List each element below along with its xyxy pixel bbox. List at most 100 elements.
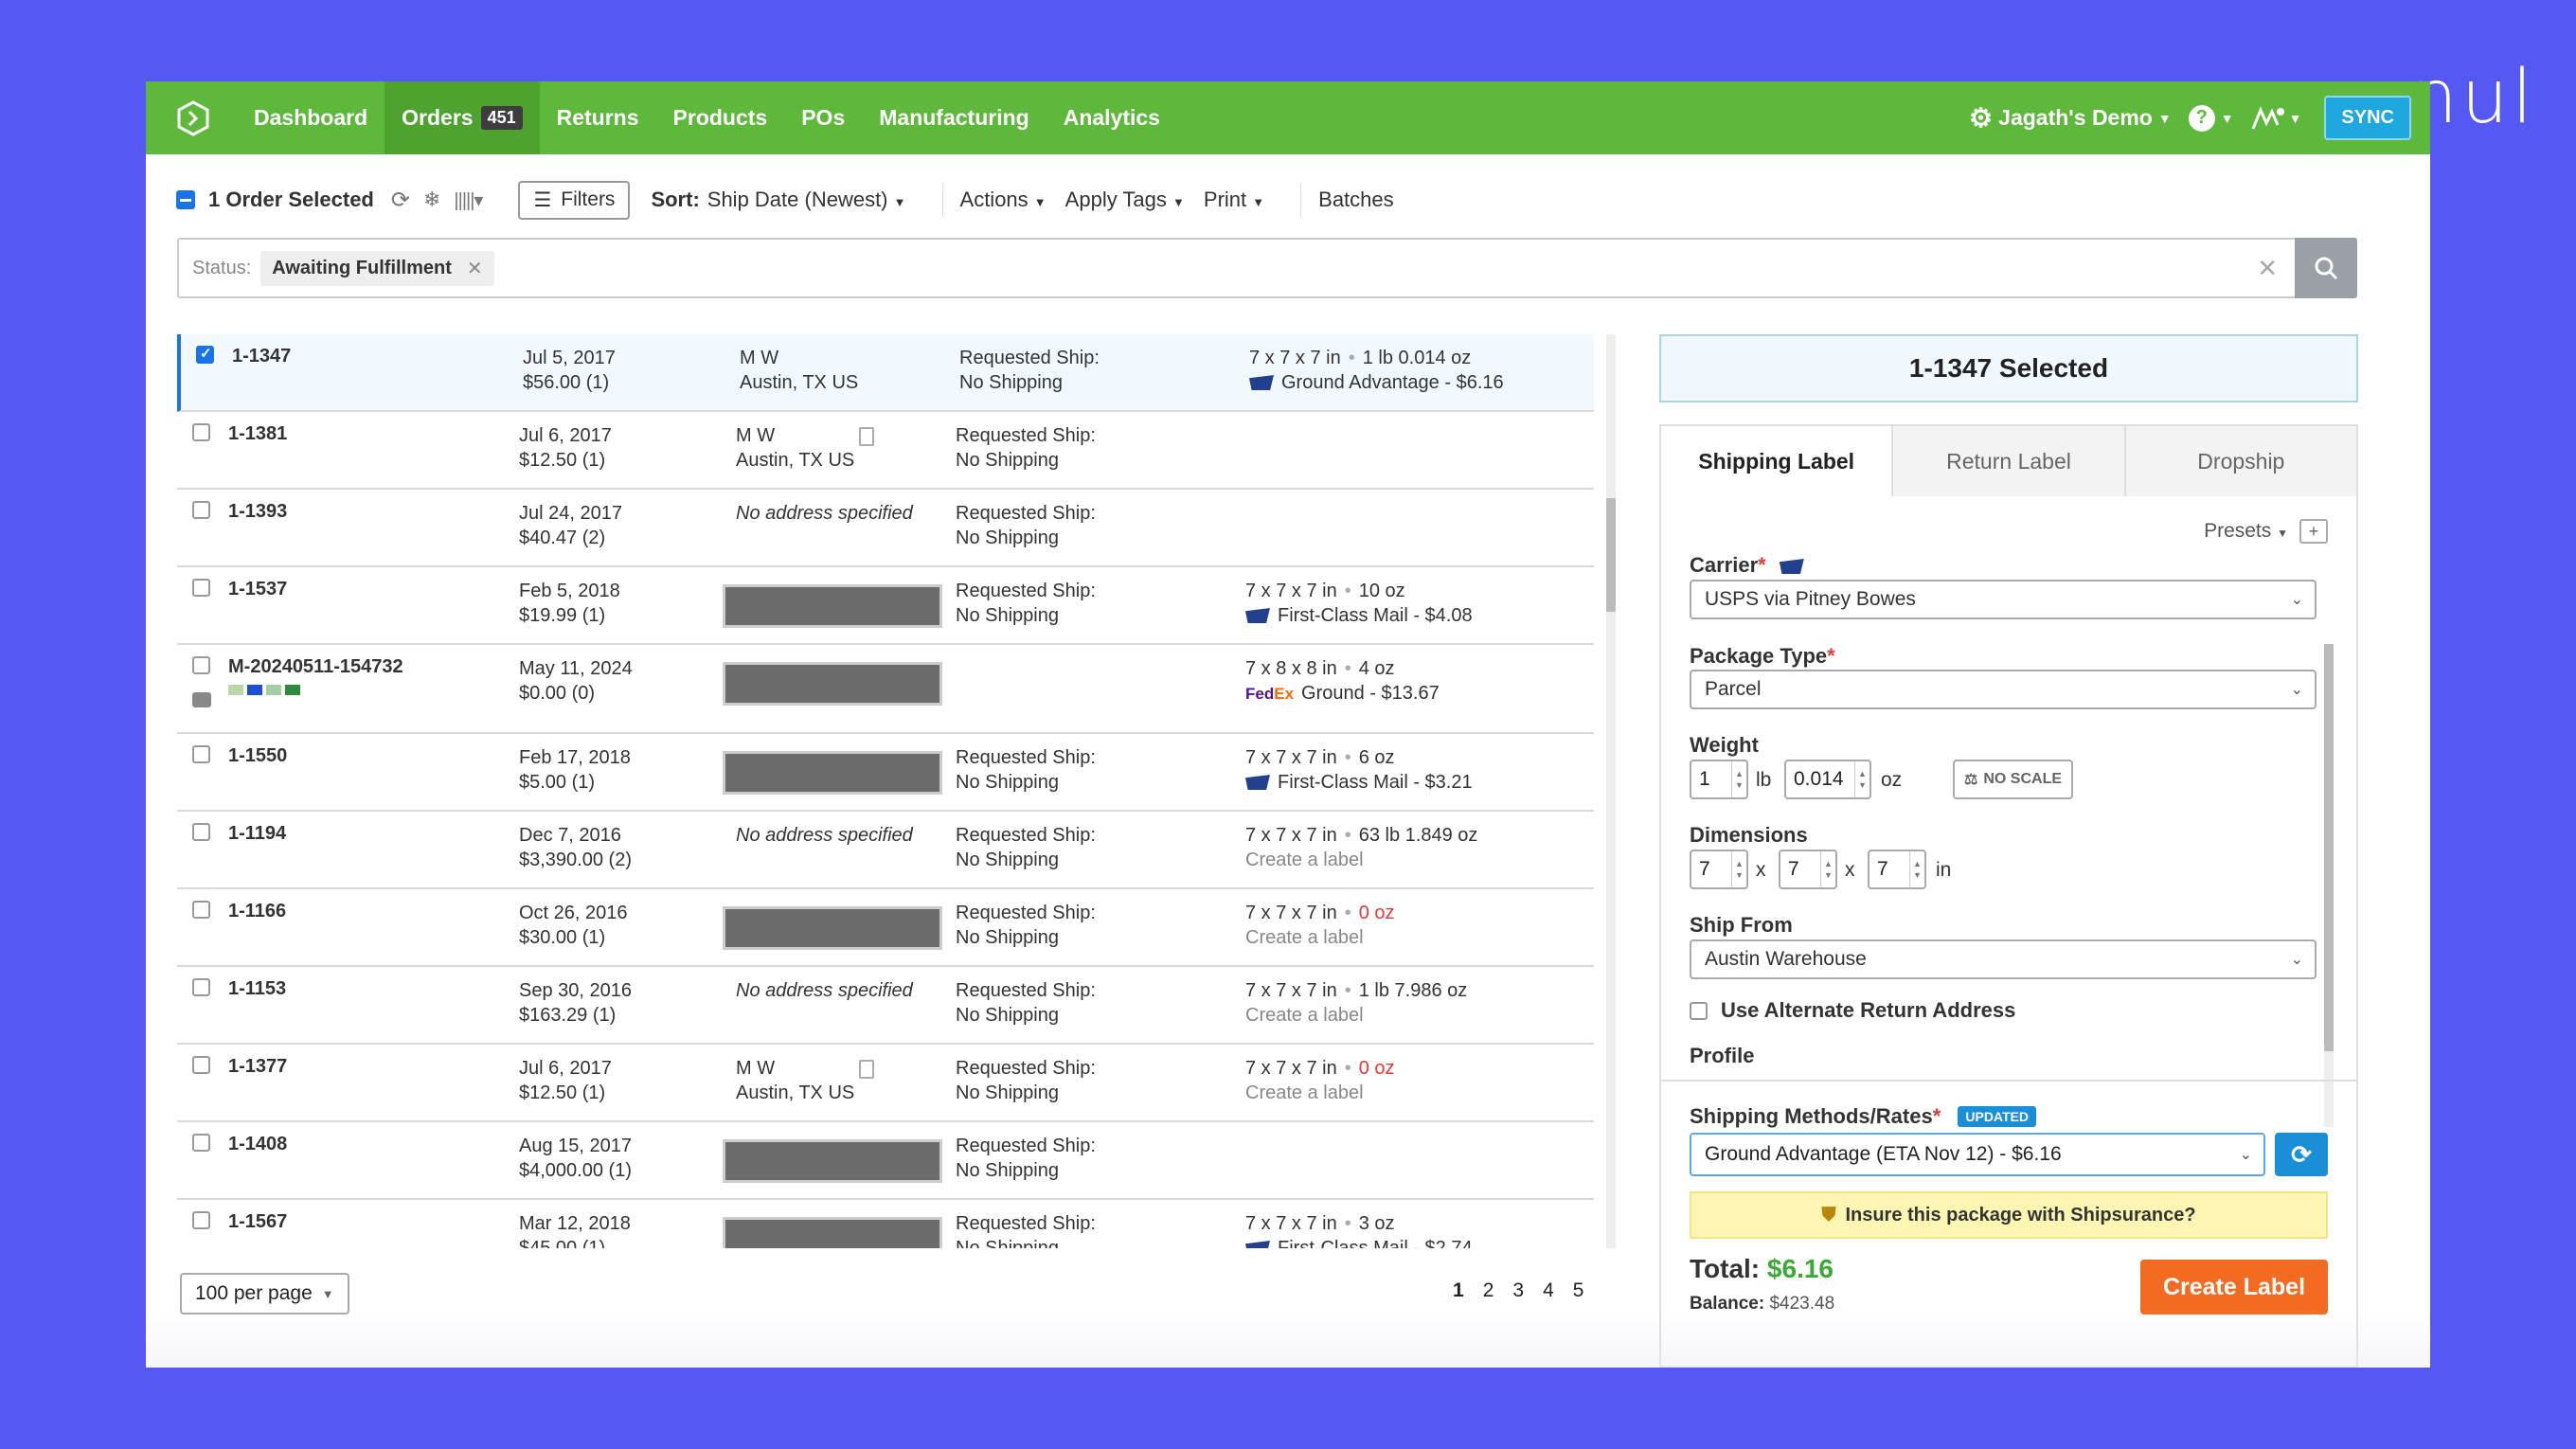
package-type-select[interactable]: Parcel ⌄ bbox=[1690, 670, 2317, 709]
order-id[interactable]: 1-1381 bbox=[228, 423, 288, 444]
row-checkbox[interactable] bbox=[192, 423, 210, 441]
clear-search-icon[interactable]: ✕ bbox=[2257, 253, 2278, 282]
order-id[interactable]: 1-1194 bbox=[228, 823, 287, 844]
nav-pos[interactable]: POs bbox=[801, 105, 846, 130]
create-label-link[interactable]: Create a label bbox=[1245, 850, 1364, 870]
create-label-link[interactable]: Create a label bbox=[1245, 1005, 1364, 1026]
order-search-bar[interactable]: Status: Awaiting Fulfillment ✕ ✕ bbox=[177, 238, 2357, 298]
note-icon[interactable] bbox=[859, 427, 874, 446]
order-row[interactable]: 1-1194 Dec 7, 2016 $3,390.00 (2) No addre… bbox=[177, 812, 1594, 889]
order-id[interactable]: M-20240511-154732 bbox=[228, 656, 403, 677]
barcode-icon[interactable]: |||||▾ bbox=[454, 189, 483, 211]
tab-return-label[interactable]: Return Label bbox=[1891, 426, 2124, 496]
batches-link[interactable]: Batches bbox=[1318, 188, 1394, 211]
help-menu[interactable]: ? ▼ bbox=[2188, 104, 2234, 132]
order-row[interactable]: 1-1377 Jul 6, 2017 $12.50 (1) M W Austin, … bbox=[177, 1045, 1594, 1122]
order-row[interactable]: 1-1153 Sep 30, 2016 $163.29 (1) No addres… bbox=[177, 967, 1594, 1045]
stepper-icon[interactable]: ▲ ▼ bbox=[1820, 851, 1835, 887]
nav-dashboard[interactable]: Dashboard bbox=[254, 105, 368, 130]
dim-width-input[interactable]: 7 ▲ ▼ bbox=[1779, 850, 1837, 889]
page-link[interactable]: 2 bbox=[1482, 1279, 1494, 1301]
row-checkbox[interactable] bbox=[192, 1211, 210, 1229]
stepper-icon[interactable]: ▲ ▼ bbox=[1909, 851, 1924, 887]
app-logo-icon[interactable] bbox=[174, 99, 212, 137]
order-row[interactable]: 1-1347 Jul 5, 2017 $56.00 (1) M W Austin, … bbox=[177, 334, 1594, 412]
create-label-link[interactable]: Create a label bbox=[1245, 1082, 1364, 1103]
row-checkbox[interactable] bbox=[196, 345, 214, 364]
per-page-select[interactable]: 100 per page ▼ bbox=[180, 1273, 349, 1315]
order-id[interactable]: 1-1377 bbox=[228, 1056, 288, 1077]
order-id[interactable]: 1-1567 bbox=[228, 1211, 288, 1232]
tab-dropship[interactable]: Dropship bbox=[2123, 426, 2356, 496]
row-checkbox[interactable] bbox=[192, 823, 210, 841]
create-label-link[interactable]: Create a label bbox=[1245, 927, 1364, 948]
order-id[interactable]: 1-1153 bbox=[228, 978, 287, 999]
carrier-select[interactable]: USPS via Pitney Bowes ⌄ bbox=[1690, 580, 2317, 619]
row-checkbox[interactable] bbox=[192, 978, 210, 996]
order-row[interactable]: 1-1537 Feb 5, 2018 $19.99 (1) Requested S… bbox=[177, 567, 1594, 645]
create-label-button[interactable]: Create Label bbox=[2140, 1260, 2328, 1315]
shipping-method-select[interactable]: Ground Advantage (ETA Nov 12) - $6.16 ⌄ bbox=[1690, 1133, 2265, 1176]
sort-dropdown[interactable]: Ship Date (Newest) ▼ bbox=[707, 188, 906, 212]
order-id[interactable]: 1-1166 bbox=[228, 901, 287, 921]
add-preset-button[interactable]: + bbox=[2299, 519, 2328, 544]
order-id[interactable]: 1-1550 bbox=[228, 745, 288, 766]
row-checkbox[interactable] bbox=[192, 1134, 210, 1152]
dim-height-input[interactable]: 7 ▲ ▼ bbox=[1868, 850, 1926, 889]
dim-length-input[interactable]: 7 ▲ ▼ bbox=[1690, 850, 1748, 889]
order-row[interactable]: 1-1550 Feb 17, 2018 $5.00 (1) Requested S… bbox=[177, 734, 1594, 812]
sync-button[interactable]: SYNC bbox=[2324, 96, 2411, 140]
ship-from-select[interactable]: Austin Warehouse ⌄ bbox=[1690, 939, 2317, 979]
order-row[interactable]: 1-1166 Oct 26, 2016 $30.00 (1) Requested … bbox=[177, 889, 1594, 967]
row-checkbox[interactable] bbox=[192, 901, 210, 919]
actions-dropdown[interactable]: Actions ▼ bbox=[960, 188, 1046, 212]
row-checkbox[interactable] bbox=[192, 745, 210, 763]
order-id[interactable]: 1-1537 bbox=[228, 579, 288, 599]
alt-return-checkbox[interactable] bbox=[1690, 1001, 1708, 1020]
row-checkbox[interactable] bbox=[192, 656, 210, 674]
nav-returns[interactable]: Returns bbox=[556, 105, 639, 130]
panel-scrollbar-thumb[interactable] bbox=[2324, 644, 2334, 1051]
refresh-icon[interactable]: ⟳ bbox=[390, 187, 410, 213]
orders-scrollbar-thumb[interactable] bbox=[1606, 498, 1616, 612]
refresh-rates-button[interactable]: ⟳ bbox=[2275, 1133, 2328, 1176]
account-menu[interactable]: ⚙ Jagath's Demo ▼ bbox=[1969, 102, 2172, 134]
note-icon[interactable] bbox=[859, 1060, 874, 1079]
weight-oz-input[interactable]: 0.014 ▲ ▼ bbox=[1784, 760, 1871, 799]
page-link[interactable]: 4 bbox=[1543, 1279, 1554, 1301]
remove-chip-icon[interactable]: ✕ bbox=[466, 258, 483, 279]
filters-button[interactable]: ☰ Filters bbox=[518, 180, 631, 220]
order-row[interactable]: 1-1381 Jul 6, 2017 $12.50 (1) M W Austin, … bbox=[177, 412, 1594, 490]
weight-lb-input[interactable]: 1 ▲ ▼ bbox=[1690, 760, 1748, 799]
apply-tags-dropdown[interactable]: Apply Tags ▼ bbox=[1065, 188, 1185, 212]
presets-dropdown[interactable]: Presets ▼ bbox=[2204, 520, 2288, 543]
row-checkbox[interactable] bbox=[192, 579, 210, 597]
page-link[interactable]: 5 bbox=[1572, 1279, 1584, 1301]
alt-return-option[interactable]: Use Alternate Return Address bbox=[1690, 998, 2015, 1023]
tab-shipping-label[interactable]: Shipping Label bbox=[1661, 426, 1892, 496]
stepper-icon[interactable]: ▲ ▼ bbox=[1854, 761, 1869, 797]
no-scale-button[interactable]: ⚖ NO SCALE bbox=[1953, 760, 2074, 799]
search-button[interactable] bbox=[2295, 238, 2357, 298]
select-all-checkbox[interactable] bbox=[176, 190, 195, 209]
stepper-icon[interactable]: ▲ ▼ bbox=[1731, 851, 1746, 887]
nav-manufacturing[interactable]: Manufacturing bbox=[879, 105, 1029, 130]
order-row[interactable]: 1-1567 Mar 12, 2018 $45.00 (1) Requested … bbox=[177, 1200, 1594, 1248]
shipsurance-banner[interactable]: ⛊ Insure this package with Shipsurance? bbox=[1690, 1191, 2328, 1239]
nav-products[interactable]: Products bbox=[672, 105, 768, 130]
snowflake-icon[interactable]: ❄ bbox=[422, 188, 441, 211]
row-checkbox[interactable] bbox=[192, 1056, 210, 1074]
page-link[interactable]: 1 bbox=[1453, 1279, 1464, 1301]
orders-scrollbar[interactable] bbox=[1606, 334, 1616, 1248]
nav-analytics[interactable]: Analytics bbox=[1063, 105, 1160, 130]
page-link[interactable]: 3 bbox=[1512, 1279, 1525, 1301]
row-checkbox[interactable] bbox=[192, 501, 210, 519]
order-id[interactable]: 1-1408 bbox=[228, 1134, 288, 1154]
print-dropdown[interactable]: Print ▼ bbox=[1204, 188, 1264, 212]
order-id[interactable]: 1-1393 bbox=[228, 501, 288, 522]
order-row[interactable]: 1-1393 Jul 24, 2017 $40.47 (2) No address… bbox=[177, 490, 1594, 567]
order-row[interactable]: 1-1408 Aug 15, 2017 $4,000.00 (1) Request… bbox=[177, 1122, 1594, 1200]
stepper-icon[interactable]: ▲ ▼ bbox=[1731, 761, 1746, 797]
activity-menu[interactable]: ▼ bbox=[2251, 104, 2301, 133]
order-row[interactable]: M-20240511-154732 May 11, 2024 $0.00 (0) … bbox=[177, 645, 1594, 734]
